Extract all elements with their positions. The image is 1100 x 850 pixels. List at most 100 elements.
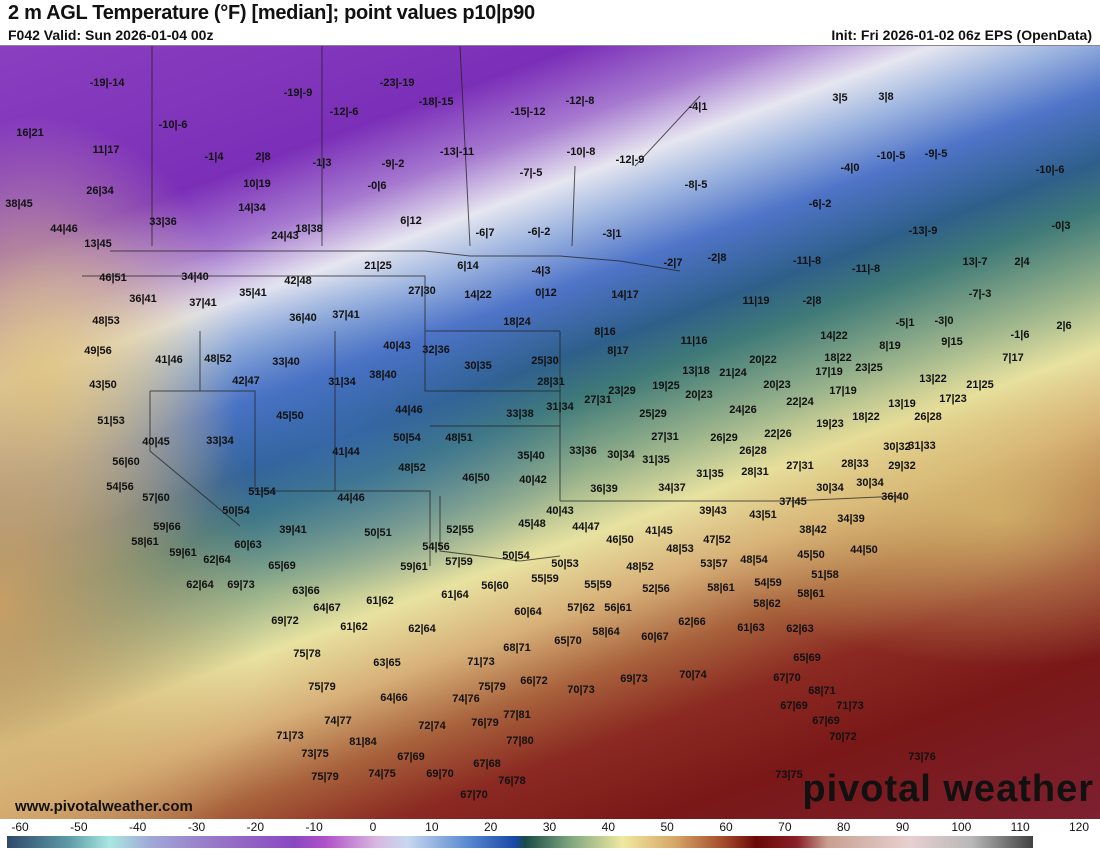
point-value: 3|8 bbox=[878, 91, 894, 103]
point-value: 34|37 bbox=[658, 482, 686, 494]
point-value: 41|45 bbox=[645, 525, 673, 537]
point-value: 55|59 bbox=[584, 579, 612, 591]
point-value: 11|17 bbox=[92, 144, 120, 156]
colorbar-tick-label: 100 bbox=[951, 820, 972, 834]
point-value: 36|40 bbox=[289, 312, 317, 324]
colorbar-tick-label: -60 bbox=[11, 820, 29, 834]
point-value: 10|19 bbox=[243, 178, 271, 190]
point-value: 38|42 bbox=[799, 524, 827, 536]
point-value: 75|79 bbox=[308, 681, 336, 693]
point-value: 69|70 bbox=[426, 768, 454, 780]
point-value: 71|73 bbox=[836, 700, 864, 712]
point-value: 74|75 bbox=[368, 768, 396, 780]
point-value: 68|71 bbox=[808, 685, 836, 697]
point-value: 2|4 bbox=[1014, 256, 1030, 268]
point-value: 44|50 bbox=[850, 544, 878, 556]
point-value: 54|56 bbox=[106, 481, 134, 493]
point-value: 73|75 bbox=[775, 769, 803, 781]
point-value: 50|53 bbox=[551, 558, 579, 570]
point-value: 45|50 bbox=[797, 549, 825, 561]
point-value: 34|39 bbox=[837, 513, 865, 525]
point-value: -8|-5 bbox=[684, 179, 708, 191]
temperature-map[interactable]: -19|-14 -23|-19 -19|-9 -18|-15 -12|-8 -4|1 3|5… bbox=[0, 45, 1100, 819]
colorbar-tick-label: -30 bbox=[187, 820, 206, 834]
point-value: 38|45 bbox=[5, 198, 33, 210]
colorbar-tick-label: 10 bbox=[425, 820, 439, 834]
point-value: 64|66 bbox=[380, 692, 408, 704]
point-value: -12|-9 bbox=[615, 154, 645, 166]
point-value: 36|41 bbox=[129, 293, 157, 305]
colorbar-tick-label: 90 bbox=[895, 820, 910, 834]
point-value: 66|72 bbox=[520, 675, 548, 687]
point-value: 65|69 bbox=[268, 560, 296, 572]
colorbar-tick-label: -20 bbox=[246, 820, 264, 834]
point-value: -7|-3 bbox=[968, 288, 992, 300]
point-value: 26|28 bbox=[739, 445, 767, 457]
point-value: 61|62 bbox=[366, 595, 394, 607]
point-value: 67|69 bbox=[780, 700, 808, 712]
point-value: 65|69 bbox=[793, 652, 821, 664]
point-value: 17|19 bbox=[829, 385, 857, 397]
colorbar-tick-label: 30 bbox=[542, 820, 557, 834]
point-value: 14|17 bbox=[611, 289, 639, 301]
colorbar-tick-label: -50 bbox=[70, 820, 88, 834]
point-value: -0|3 bbox=[1051, 220, 1071, 232]
point-value: 26|29 bbox=[710, 432, 738, 444]
point-value: 31|34 bbox=[328, 376, 356, 388]
point-value: -2|8 bbox=[707, 252, 727, 264]
point-value: 53|57 bbox=[700, 558, 728, 570]
colorbar-tick-label: 50 bbox=[660, 820, 674, 834]
state-borders bbox=[82, 46, 901, 566]
point-value: 22|24 bbox=[786, 396, 814, 408]
point-value: 13|45 bbox=[84, 238, 112, 250]
point-value: 67|70 bbox=[773, 672, 801, 684]
point-value: 75|79 bbox=[478, 681, 506, 693]
point-value: 62|63 bbox=[786, 623, 814, 635]
point-value: 42|48 bbox=[284, 275, 312, 287]
point-value: 76|78 bbox=[498, 775, 526, 787]
point-value: 24|26 bbox=[729, 404, 757, 416]
colorbar-ticks: -60 -50 -40 -30 -20 -10 0 10 20 30 40 50 60 70 80 90 100… bbox=[0, 818, 1100, 836]
point-value: 25|29 bbox=[639, 408, 667, 420]
valid-time: F042 Valid: Sun 2026-01-04 00z bbox=[8, 27, 214, 43]
point-value: 57|59 bbox=[445, 556, 473, 568]
point-value: 48|54 bbox=[740, 554, 768, 566]
point-value: 77|81 bbox=[503, 709, 531, 721]
point-value: 31|34 bbox=[546, 401, 574, 413]
point-value: 37|41 bbox=[332, 309, 360, 321]
colorbar-tick-label: -10 bbox=[305, 820, 323, 834]
point-value: 70|73 bbox=[567, 684, 595, 696]
point-value: 58|61 bbox=[797, 588, 825, 600]
point-value: 18|24 bbox=[503, 316, 531, 328]
colorbar-tick-label: 60 bbox=[719, 820, 733, 834]
point-value: 31|35 bbox=[696, 468, 724, 480]
point-value: 30|34 bbox=[856, 477, 884, 489]
point-value: -4|1 bbox=[688, 101, 708, 113]
point-value: 58|61 bbox=[707, 582, 735, 594]
point-value: 30|32 bbox=[883, 441, 911, 453]
point-value: -10|-6 bbox=[158, 119, 188, 131]
point-value: 72|74 bbox=[418, 720, 446, 732]
point-value: 46|50 bbox=[462, 472, 490, 484]
point-value: 17|19 bbox=[815, 366, 843, 378]
point-value: 24|43 bbox=[271, 230, 299, 242]
point-value: 18|38 bbox=[295, 223, 323, 235]
point-value: 16|21 bbox=[16, 127, 44, 139]
point-value: 20|22 bbox=[749, 354, 777, 366]
point-value: 8|16 bbox=[594, 326, 616, 338]
colorbar-tick-label: 70 bbox=[778, 820, 792, 834]
point-value: 56|60 bbox=[112, 456, 140, 468]
point-value: 63|66 bbox=[292, 585, 320, 597]
point-value: 75|78 bbox=[293, 648, 321, 660]
point-value: 30|35 bbox=[464, 360, 492, 372]
pivotal-weather-logo: pivotal weather bbox=[802, 768, 1094, 810]
point-value: 41|46 bbox=[155, 354, 183, 366]
point-value: 42|47 bbox=[232, 375, 260, 387]
point-value: 61|63 bbox=[737, 622, 765, 634]
point-value: 27|31 bbox=[786, 460, 814, 472]
point-value: 44|46 bbox=[337, 492, 365, 504]
point-value: 59|61 bbox=[400, 561, 428, 573]
point-value: 2|8 bbox=[255, 151, 271, 163]
point-value: 23|25 bbox=[855, 362, 883, 374]
point-value: 37|45 bbox=[779, 496, 807, 508]
